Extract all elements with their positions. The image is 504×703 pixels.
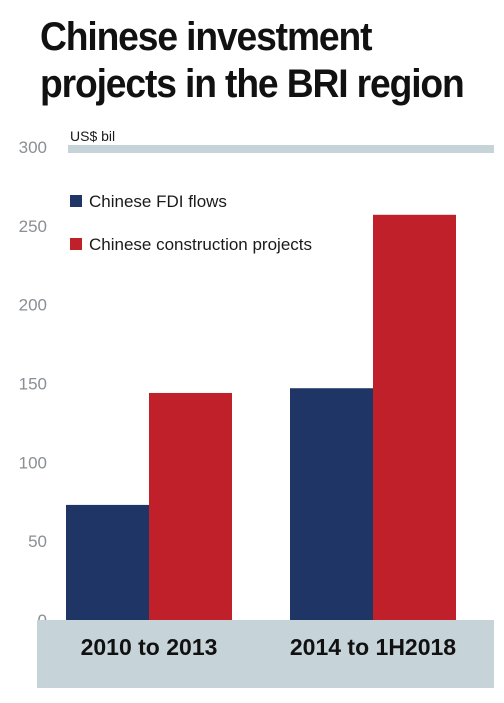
top-band (68, 145, 494, 153)
bar (149, 392, 232, 620)
legend: Chinese FDI flows Chinese construction pr… (70, 192, 312, 254)
x-axis: 2010 to 2013 2014 to 1H2018 (81, 634, 457, 660)
category-label: 2010 to 2013 (81, 634, 218, 660)
legend-swatch (70, 238, 82, 250)
y-tick-label: 300 (19, 138, 47, 157)
category-label: 2014 to 1H2018 (290, 634, 456, 660)
bar (66, 504, 149, 620)
chart-title: Chinese investment projects in the BRI r… (40, 15, 465, 106)
y-tick-label: 50 (28, 532, 47, 551)
bars (66, 214, 456, 620)
y-tick-label: 200 (19, 296, 47, 315)
legend-swatch (70, 195, 82, 207)
legend-label: Chinese construction projects (89, 235, 312, 254)
bar (290, 388, 373, 620)
category-band (37, 620, 494, 688)
bar (373, 214, 456, 620)
y-axis: 050100150200250300 (19, 138, 47, 630)
legend-label: Chinese FDI flows (89, 192, 227, 211)
y-tick-label: 100 (19, 453, 47, 472)
y-tick-label: 250 (19, 217, 47, 236)
unit-label: US$ bil (70, 128, 115, 144)
y-tick-label: 150 (19, 375, 47, 394)
